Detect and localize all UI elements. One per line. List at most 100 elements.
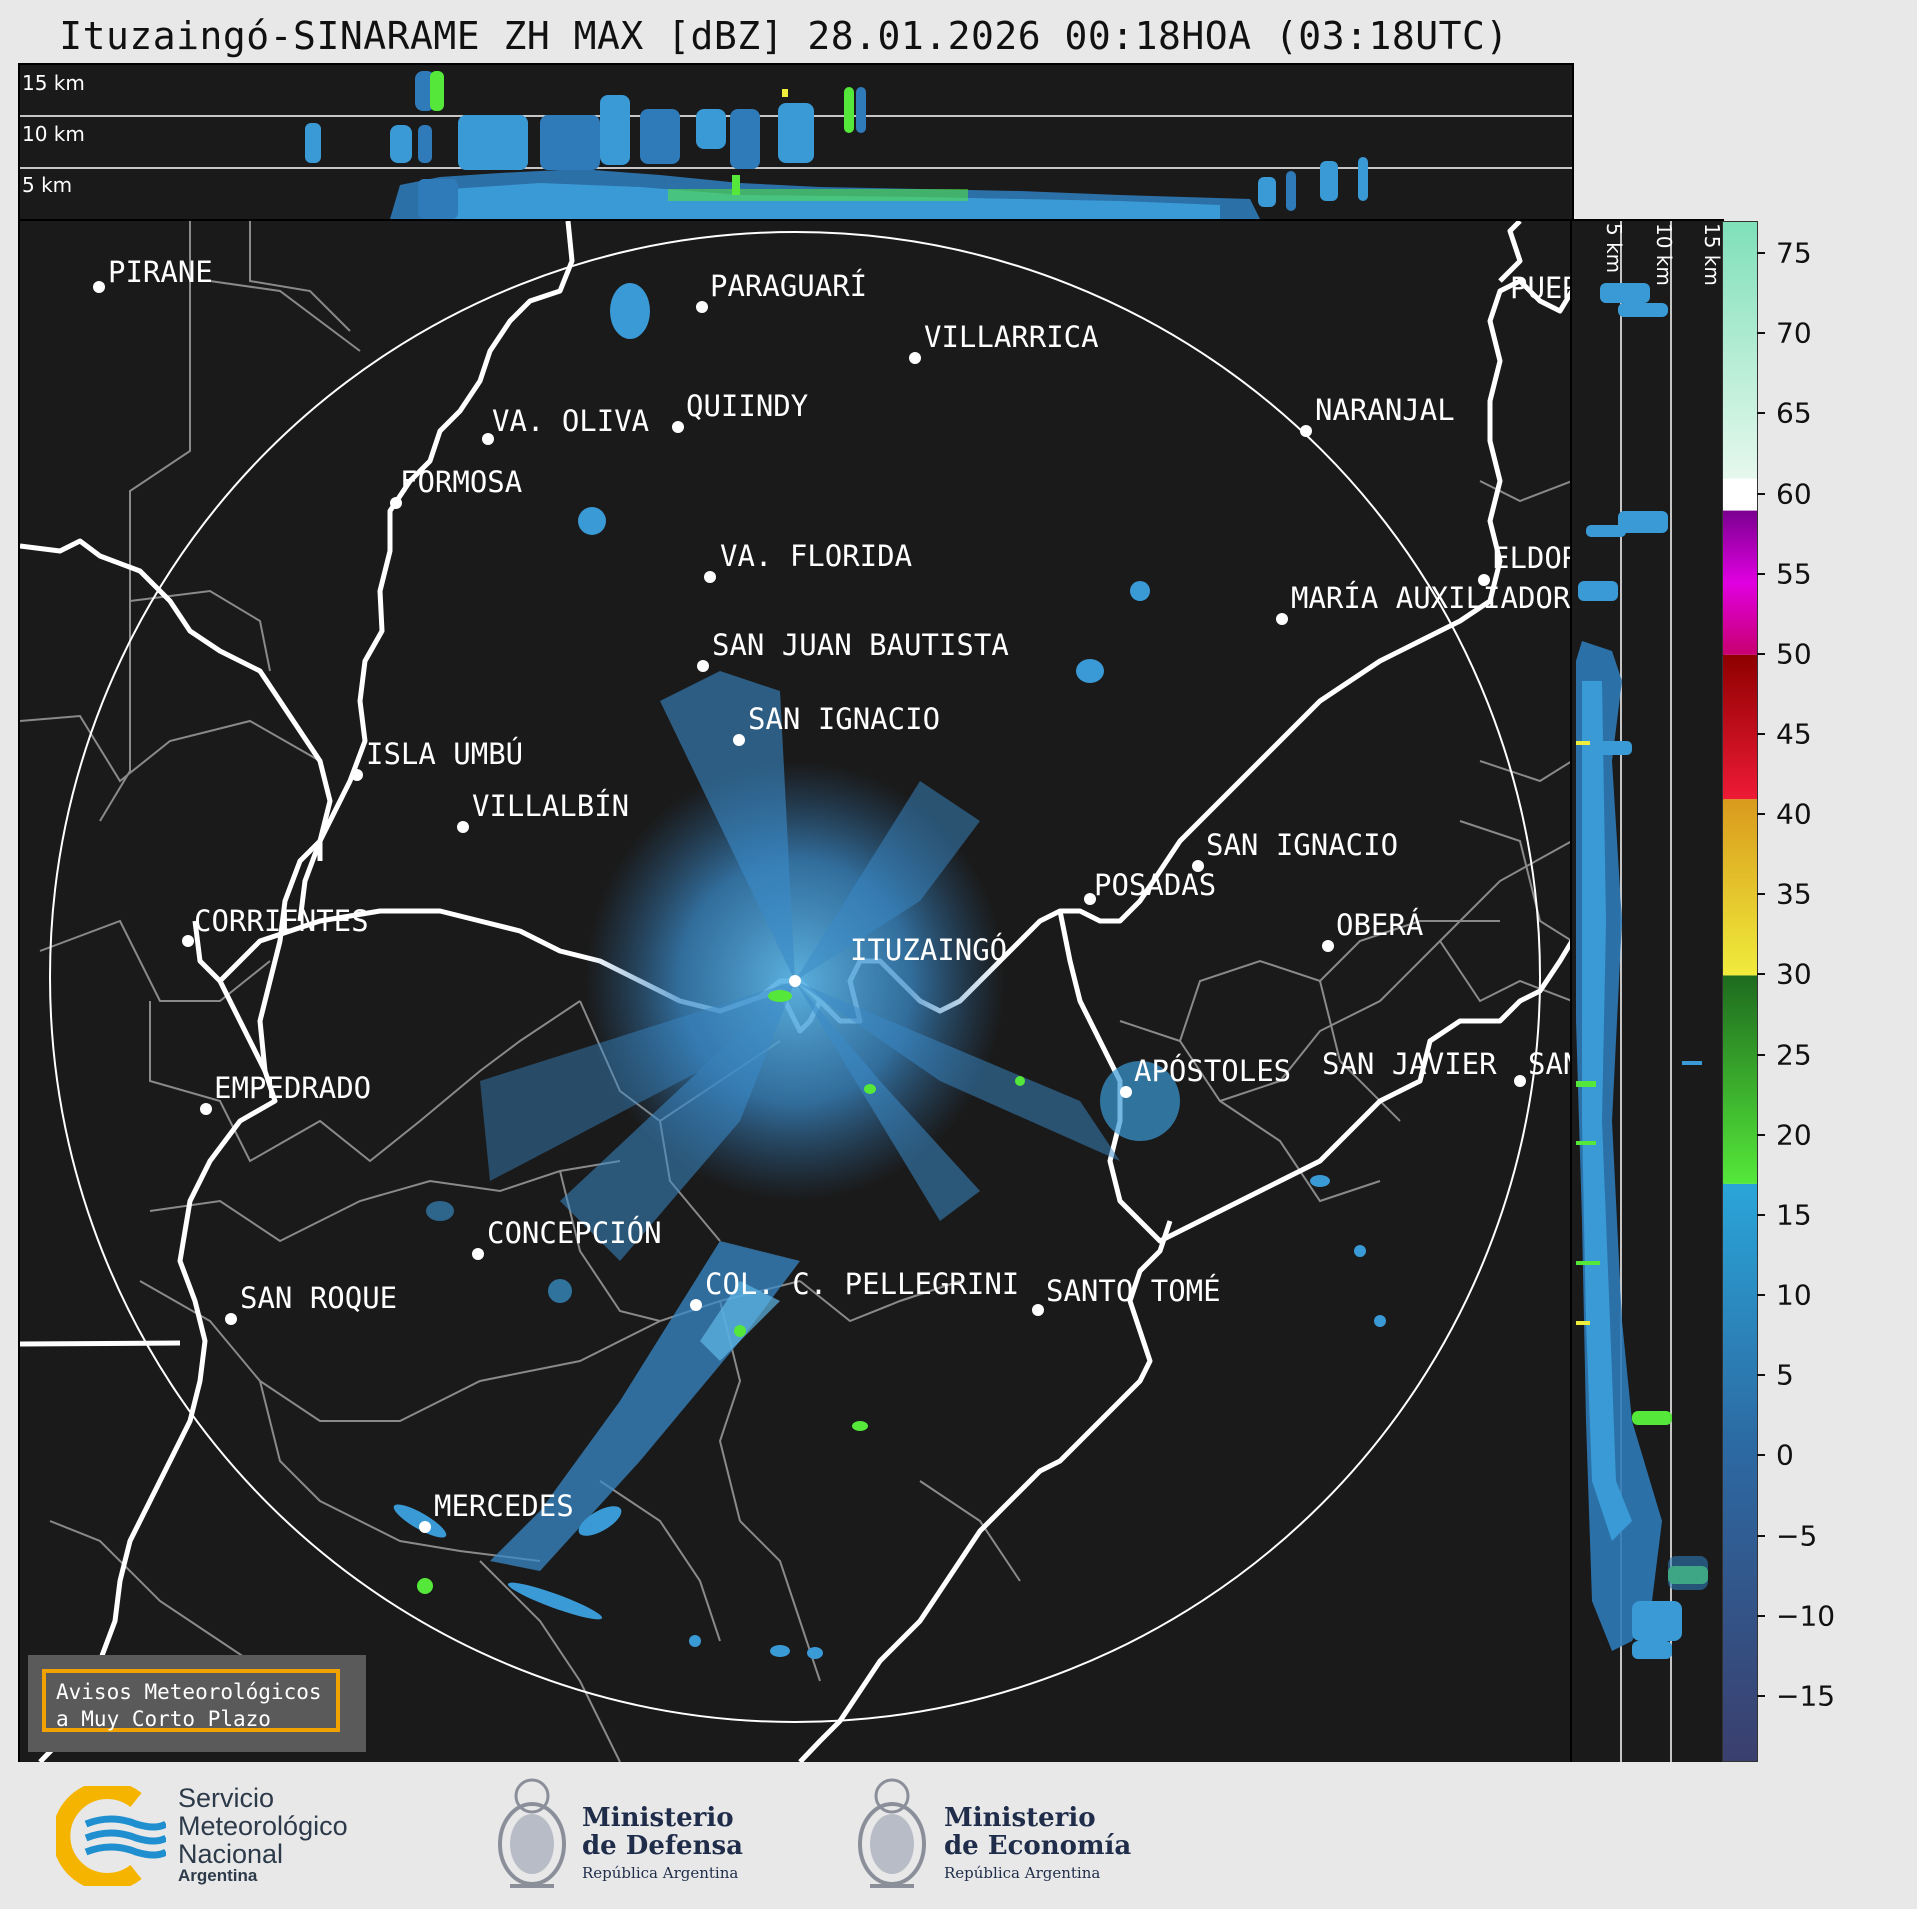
city-dot <box>697 660 709 672</box>
city-dot <box>672 421 684 433</box>
colorbar-tick-label: 75 <box>1776 236 1812 270</box>
city-label-puerto-partial: PUER <box>1510 271 1574 305</box>
city-label-corrientes: CORRIENTES <box>194 904 369 938</box>
top-height-label-15: 15 km <box>22 71 85 95</box>
city-label-santo-tome: SANTO TOMÉ <box>1046 1274 1221 1308</box>
colorbar-tick-label: 5 <box>1776 1358 1794 1392</box>
radar-map-panel: PIRANE PARAGUARÍ VILLARRICA QUIINDY VA. … <box>18 219 1574 1764</box>
colorbar-tick-label: 50 <box>1776 637 1812 671</box>
city-label-concepcion: CONCEPCIÓN <box>487 1216 662 1250</box>
colorbar-tick-mark <box>1757 412 1765 415</box>
colorbar-tick-label: 60 <box>1776 477 1812 511</box>
colorbar-tick-label: 15 <box>1776 1198 1812 1232</box>
smn-logo-mark <box>52 1781 168 1891</box>
city-dot <box>390 497 402 509</box>
city-dot <box>1300 425 1312 437</box>
top-height-label-10: 10 km <box>22 122 85 146</box>
colorbar-tick-label: 10 <box>1776 1278 1812 1312</box>
city-label-posadas: POSADAS <box>1094 868 1217 902</box>
city-dot <box>457 821 469 833</box>
colorbar-tick-mark <box>1757 1374 1765 1377</box>
city-label-quiindy: QUIINDY <box>686 389 809 423</box>
colorbar-tick-label: 55 <box>1776 557 1812 591</box>
colorbar-tick-label: 70 <box>1776 316 1812 350</box>
defensa-sub: República Argentina <box>582 1864 739 1882</box>
city-label-san-ignacio-ar: SAN IGNACIO <box>1206 828 1399 862</box>
colorbar-band <box>1723 222 1757 479</box>
city-dot <box>696 301 708 313</box>
defensa-line-2: de Defensa <box>582 1831 743 1861</box>
city-dot <box>690 1299 702 1311</box>
city-dot <box>472 1248 484 1260</box>
colorbar-tick-mark <box>1757 733 1765 735</box>
colorbar-band <box>1723 478 1757 511</box>
city-label-col-c-pellegrini: COL. C. PELLEGRINI <box>705 1267 1020 1301</box>
city-label-maria-auxiliadora: MARÍA AUXILIADOR <box>1291 581 1571 615</box>
colorbar-tick-label: −10 <box>1776 1599 1836 1633</box>
city-dot <box>419 1521 431 1533</box>
city-label-san-ignacio-py: SAN IGNACIO <box>748 702 941 736</box>
radar-echoes <box>393 283 1386 1659</box>
colorbar-tick-mark <box>1757 813 1765 816</box>
side-height-profile-panel: 5 km 10 km 15 km <box>1570 219 1724 1764</box>
city-dot <box>225 1313 237 1325</box>
city-label-obera: OBERÁ <box>1336 908 1424 942</box>
city-dot <box>1322 940 1334 952</box>
colorbar-tick-label: 40 <box>1776 797 1812 831</box>
smn-line-3: Nacional <box>178 1839 284 1869</box>
radar-site-dot <box>789 975 801 987</box>
top-height-label-5: 5 km <box>22 173 73 197</box>
colorbar-tick-mark <box>1757 973 1765 976</box>
colorbar-band <box>1723 654 1757 800</box>
colorbar-tick-mark <box>1757 1294 1765 1297</box>
city-label-villarrica: VILLARRICA <box>924 320 1099 354</box>
city-label-san-javier: SAN JAVIER <box>1322 1047 1497 1081</box>
city-dot <box>909 352 921 364</box>
side-height-label-10: 10 km <box>1652 223 1676 286</box>
colorbar-tick-label: −15 <box>1776 1679 1836 1713</box>
city-label-san-roque: SAN ROQUE <box>240 1281 398 1315</box>
defensa-name: Ministerio de Defensa <box>582 1804 743 1860</box>
colorbar-tick-mark <box>1757 492 1765 495</box>
city-dot <box>482 433 494 445</box>
smn-name: Servicio Meteorológico Nacional <box>178 1784 348 1868</box>
city-label-va-oliva: VA. OLIVA <box>492 404 650 438</box>
side-profile-echoes <box>1576 221 1708 1762</box>
map-title: Ituzaingó-SINARAME ZH MAX [dBZ] 28.01.20… <box>59 14 1509 58</box>
economia-sub: República Argentina <box>944 1864 1101 1882</box>
range-ring <box>49 231 1541 1723</box>
colorbar-tick-label: 0 <box>1776 1438 1794 1472</box>
city-label-mercedes: MERCEDES <box>434 1489 574 1523</box>
colorbar-tick-mark <box>1757 252 1765 255</box>
colorbar-gradient <box>1723 222 1757 1761</box>
top-profile-echoes <box>20 71 1572 219</box>
defensa-line-1: Ministerio <box>582 1803 734 1833</box>
city-label-isla-umbu: ISLA UMBÚ <box>366 737 524 771</box>
aviso-line-2: a Muy Corto Plazo <box>56 1707 271 1731</box>
city-dot <box>200 1103 212 1115</box>
smn-line-2: Meteorológico <box>178 1811 348 1841</box>
smn-logo <box>52 1781 168 1891</box>
colorbar-band <box>1723 510 1757 655</box>
colorbar-tick-mark <box>1757 572 1765 575</box>
colorbar-tick-label: 25 <box>1776 1038 1812 1072</box>
shield-icon <box>858 1778 926 1888</box>
colorbar-tick-mark <box>1757 1133 1765 1136</box>
city-label-empedrado: EMPEDRADO <box>214 1071 372 1105</box>
city-label-ituzaingo: ITUZAINGÓ <box>850 933 1008 967</box>
defensa-shield-icon <box>494 1774 570 1898</box>
colorbar-tick-label: 20 <box>1776 1118 1812 1152</box>
colorbar-tick-mark <box>1757 1213 1765 1216</box>
colorbar-tick-mark <box>1757 1534 1765 1537</box>
colorbar-tick-mark <box>1757 893 1765 896</box>
side-height-label-15: 15 km <box>1700 223 1724 286</box>
city-dot <box>1514 1075 1526 1087</box>
city-label-formosa: FORMOSA <box>400 465 523 499</box>
colorbar-tick-mark <box>1757 1053 1765 1056</box>
colorbar-tick-mark <box>1757 1694 1765 1697</box>
city-label-naranjal: NARANJAL <box>1315 393 1455 427</box>
city-label-apostoles: APÓSTOLES <box>1134 1054 1292 1088</box>
colorbar-band <box>1723 1183 1757 1761</box>
city-dot <box>93 281 105 293</box>
economia-line-2: de Economía <box>944 1831 1132 1861</box>
